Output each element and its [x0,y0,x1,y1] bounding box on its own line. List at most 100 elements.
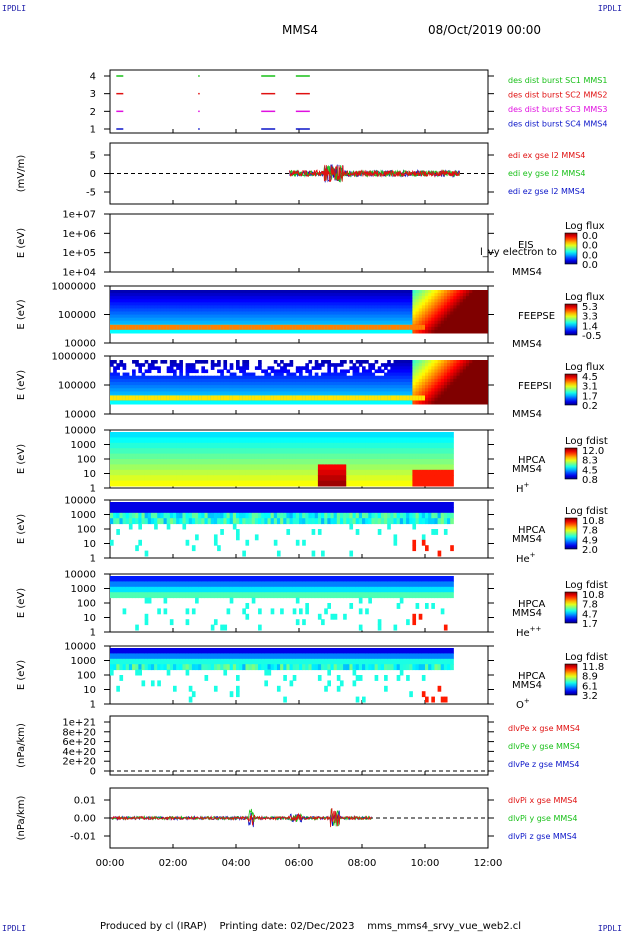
heatmap-cell [339,437,344,444]
y-tick-label: 10 [83,469,96,480]
heatmap-cell [210,464,215,471]
heatmap-cell [289,302,294,306]
heatmap-cell [339,311,344,316]
heatmap-cell [213,305,218,309]
heatmap-cell [248,290,253,294]
heatmap-cell [349,512,354,519]
heatmap-cell [141,448,146,455]
heatmap-cell [217,385,221,389]
heatmap-cell [469,363,473,367]
heatmap-cell [374,437,379,444]
heatmap-cell [311,324,316,330]
heatmap-cell [399,360,404,364]
heatmap-cell [459,372,464,377]
heatmap-cell [113,317,117,322]
heatmap-cell [412,448,417,455]
heatmap-cell [119,314,124,319]
heatmap-cell [374,308,379,312]
heatmap-cell [462,385,467,389]
heatmap-cell [204,382,209,386]
heatmap-cell [339,512,344,519]
heatmap-cell [302,375,306,380]
heatmap-cell [374,293,379,297]
heatmap-cell [443,366,448,370]
heatmap-cell [425,448,429,455]
heatmap-cell [465,290,470,294]
heatmap-cell [377,432,382,438]
heatmap-cell [144,296,149,300]
heatmap-cell [128,302,133,306]
heatmap-cell [289,448,294,455]
heatmap-cell [377,442,382,449]
heatmap-cell [201,475,205,482]
heatmap-cell [434,459,439,465]
heatmap-cell [201,459,205,465]
heatmap-cell [122,308,127,312]
heatmap-cell [286,308,291,312]
heatmap-cell [144,308,149,312]
heatmap-cell [226,314,231,319]
heatmap-cell [396,432,401,438]
heatmap-cell [390,329,394,334]
heatmap-cell [305,317,309,322]
heatmap-cell [459,314,464,319]
heatmap-cell [229,459,234,465]
heatmap-cell [475,360,480,364]
heatmap-cell [116,320,120,325]
heatmap-cell [251,293,256,297]
heatmap-cell [245,372,250,377]
heatmap-cell [308,290,313,294]
heatmap-cell [440,290,445,294]
heatmap-cell [110,453,114,460]
heatmap-cell [207,432,212,438]
heatmap-cell [343,459,347,465]
heatmap-cell [374,382,379,386]
heatmap-cell [229,293,234,297]
heatmap-cell [327,480,331,487]
heatmap-cell [305,512,309,519]
heatmap-cell [258,475,262,482]
heatmap-cell [377,464,382,471]
heatmap-cell [119,459,124,465]
heatmap-cell [355,302,360,306]
heatmap-cell [258,378,262,383]
heatmap-cell [349,507,354,514]
heatmap-cell [254,320,259,325]
heatmap-cell [110,512,114,519]
heatmap-cell [418,432,423,438]
heatmap-cell [481,400,486,405]
heatmap-cell [317,502,322,508]
heatmap-cell [443,397,448,402]
heatmap-cell [387,302,391,306]
heatmap-cell [163,329,168,334]
heatmap-cell [286,369,291,374]
heatmap-cell [425,369,429,374]
heatmap-cell [330,363,335,367]
heatmap-cell [207,290,212,294]
heatmap-cell [425,480,429,487]
heatmap-cell [295,366,300,370]
heatmap-cell [425,326,429,331]
heatmap-cell [135,388,139,392]
heatmap-cell [362,480,366,487]
heatmap-cell [311,453,316,460]
heatmap-cell [283,464,287,471]
heatmap-cell [339,375,344,380]
heatmap-cell [116,453,120,460]
heatmap-cell [217,475,221,482]
heatmap-cell [232,382,237,386]
heatmap-cell [113,329,117,334]
heatmap-cell [412,480,417,487]
heatmap-cell [308,372,313,377]
heatmap-cell [217,453,221,460]
heatmap-cell [352,385,357,389]
heatmap-cell [270,459,275,465]
heatmap-cell [418,378,423,383]
heatmap-cell [368,372,372,377]
heatmap-cell [428,464,432,471]
heatmap-cell [428,360,432,364]
heatmap-cell [113,314,117,319]
heatmap-cell [428,432,432,438]
heatmap-cell [207,502,212,508]
heatmap-cell [223,437,228,444]
